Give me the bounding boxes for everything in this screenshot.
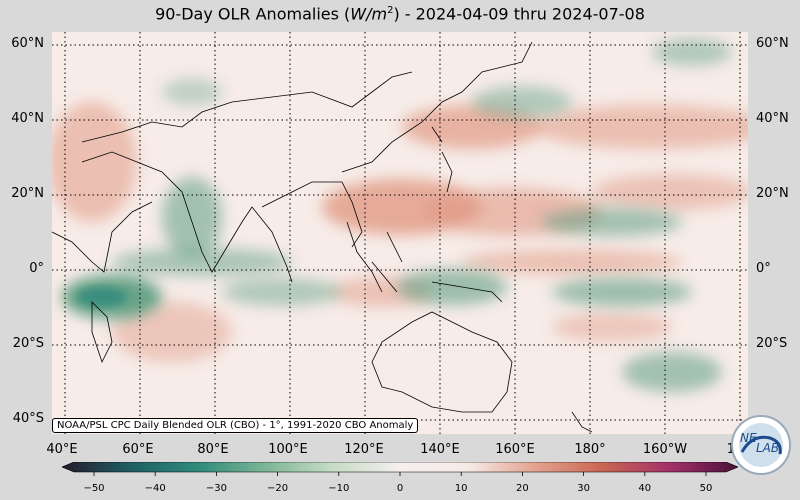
strong-negative-core (77, 287, 127, 307)
colorbar-tick-label: 0 (396, 483, 404, 494)
lon-label: 140°E (420, 442, 460, 457)
lon-label: 60°E (122, 442, 154, 457)
colorbar-tick-label: −30 (205, 483, 227, 494)
colorbar (62, 462, 738, 476)
lon-label: 180° (574, 442, 606, 457)
lat-label-right: 0° (756, 261, 771, 276)
negative-anomalies (62, 38, 732, 392)
lat-label-left: 40°N (11, 111, 44, 126)
colorbar-tick-label: −10 (328, 483, 350, 494)
coastlines (52, 41, 593, 433)
psl-logo: NE LAB (731, 415, 791, 475)
lat-label-left: 20°N (11, 186, 44, 201)
colorbar-tick-label: 40 (638, 483, 652, 494)
lon-label: 120°E (344, 442, 384, 457)
colorbar-tick-label: 30 (577, 483, 590, 494)
anomaly-map (52, 32, 748, 434)
lon-label: 160°E (495, 442, 535, 457)
lat-label-right: 20°N (756, 186, 789, 201)
lon-label: 80°E (197, 442, 229, 457)
lat-label-left: 40°S (12, 411, 44, 426)
lat-label-left: 20°S (12, 336, 44, 351)
lat-label-right: 60°N (756, 36, 789, 51)
lat-label-right: 40°N (756, 111, 789, 126)
lon-label: 100°E (268, 442, 308, 457)
colorbar-tick-label: 10 (454, 483, 468, 494)
positive-anomalies (52, 102, 748, 362)
colorbar-tick-label: 50 (699, 483, 713, 494)
logo-text-bottom: LAB (756, 441, 779, 455)
lat-label-right: 20°S (756, 336, 788, 351)
colorbar-tick-label: −40 (144, 483, 166, 494)
data-source-credit: NOAA/PSL CPC Daily Blended OLR (CBO) - 1… (52, 418, 419, 433)
lat-label-left: 0° (29, 261, 44, 276)
logo-text-top: NE (740, 431, 757, 445)
lat-label-left: 60°N (11, 36, 44, 51)
colorbar-tick-label: −20 (267, 483, 289, 494)
map-title: 90-Day OLR Anomalies (W/m2) - 2024-04-09… (155, 4, 645, 24)
lon-label: 40°E (46, 442, 78, 457)
colorbar-tick-label: 20 (516, 483, 529, 494)
lon-label: 160°W (642, 442, 688, 457)
colorbar-tick-label: −50 (83, 483, 105, 494)
map-panel (52, 32, 748, 434)
